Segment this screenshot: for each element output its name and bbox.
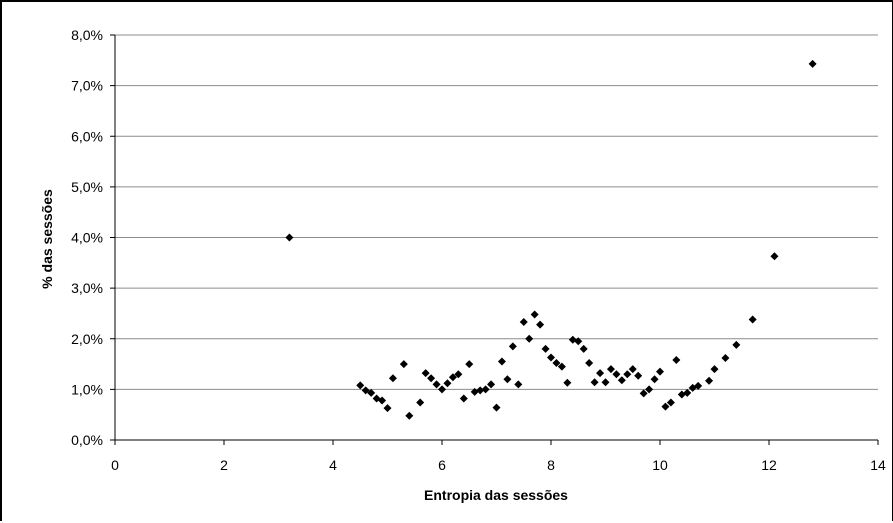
x-axis-label: Entropia das sessões <box>424 487 568 503</box>
data-point <box>661 402 670 411</box>
data-point <box>405 411 414 420</box>
data-point <box>399 360 408 369</box>
data-point <box>656 367 664 376</box>
data-point <box>623 370 632 379</box>
data-point <box>552 359 561 368</box>
data-point <box>547 353 555 362</box>
data-point <box>487 380 496 389</box>
data-point <box>378 396 387 405</box>
axes <box>110 34 879 445</box>
data-point <box>563 378 572 387</box>
data-point <box>536 320 545 329</box>
data-point <box>421 369 430 378</box>
y-tick-labels: 0,0% 1,0% 2,0% 3,0% 4,0% 5,0% 6,0% 7,0% 8,0% <box>71 27 103 448</box>
data-point <box>530 310 539 319</box>
data-point <box>508 342 517 351</box>
data-point <box>383 404 392 413</box>
data-point <box>579 344 588 353</box>
y-tick-label: 0,0% <box>71 432 103 448</box>
data-point <box>459 394 468 403</box>
data-point <box>541 344 550 353</box>
data-point <box>519 318 528 327</box>
data-point <box>367 388 376 397</box>
data-point <box>694 381 703 390</box>
data-point <box>503 375 512 384</box>
data-point <box>427 374 436 383</box>
data-point <box>388 374 397 383</box>
data-point <box>476 386 485 395</box>
x-tick-label: 8 <box>547 457 555 473</box>
y-tick-label: 2,0% <box>71 331 103 347</box>
data-point <box>432 380 441 389</box>
data-point <box>617 376 626 385</box>
x-tick-label: 10 <box>652 457 668 473</box>
data-point <box>525 334 534 343</box>
data-point <box>732 340 741 349</box>
x-tick-label: 14 <box>870 457 886 473</box>
y-tick-label: 6,0% <box>71 128 103 144</box>
y-tick-label: 3,0% <box>71 280 103 296</box>
gridlines <box>115 34 878 390</box>
y-tick-label: 5,0% <box>71 179 103 195</box>
data-point <box>672 356 681 365</box>
data-point <box>666 398 675 407</box>
data-point <box>443 379 452 388</box>
y-axis-label: % das sessões <box>39 189 55 289</box>
data-point <box>601 378 610 387</box>
x-tick-label: 6 <box>438 457 446 473</box>
data-points <box>285 59 817 420</box>
data-point <box>416 398 425 407</box>
x-tick-label: 4 <box>329 457 337 473</box>
data-point <box>585 359 594 368</box>
data-point <box>514 380 523 389</box>
data-point <box>808 59 817 68</box>
y-tick-label: 7,0% <box>71 78 103 94</box>
data-point <box>612 370 621 379</box>
x-tick-labels: 0 2 4 6 8 10 12 14 <box>111 457 886 473</box>
data-point <box>497 357 506 366</box>
data-point <box>454 370 463 379</box>
y-tick-label: 1,0% <box>71 381 103 397</box>
data-point <box>285 233 294 242</box>
data-point <box>481 385 490 394</box>
data-point <box>639 389 648 398</box>
x-tick-label: 0 <box>111 457 119 473</box>
data-point <box>650 375 659 384</box>
data-point <box>356 381 365 390</box>
data-point <box>634 371 643 380</box>
y-tick-label: 8,0% <box>71 27 103 43</box>
data-point <box>710 365 719 374</box>
data-point <box>645 385 654 394</box>
data-point <box>628 365 637 374</box>
data-point <box>574 337 583 346</box>
data-point <box>596 369 605 378</box>
data-point <box>606 365 615 374</box>
x-tick-label: 2 <box>220 457 228 473</box>
data-point <box>448 373 457 382</box>
y-tick-label: 4,0% <box>71 230 103 246</box>
data-point <box>438 385 446 394</box>
data-point <box>590 378 599 387</box>
data-point <box>721 353 730 362</box>
data-point <box>683 388 692 397</box>
data-point <box>465 360 474 369</box>
data-point <box>748 315 757 324</box>
data-point <box>705 376 714 385</box>
data-point <box>770 252 779 261</box>
x-tick-label: 12 <box>761 457 777 473</box>
data-point <box>492 403 501 412</box>
data-point <box>557 362 566 371</box>
